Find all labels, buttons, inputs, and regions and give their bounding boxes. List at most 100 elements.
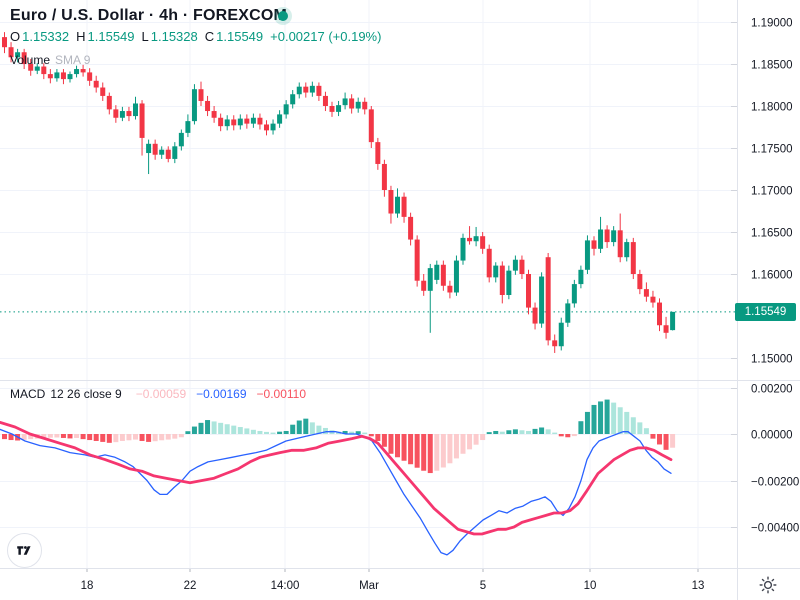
macd-histogram-bar	[119, 434, 125, 441]
macd-label: MACD	[10, 387, 46, 401]
candle-body	[388, 190, 394, 214]
macd-axis-label: 0.00000	[751, 430, 793, 442]
macd-histogram-bar	[41, 434, 47, 439]
macd-histogram-bar	[434, 434, 440, 471]
candle-body	[277, 114, 283, 124]
macd-histogram-bar	[453, 434, 459, 459]
candle-body	[362, 101, 368, 110]
macd-histogram-bar	[519, 430, 525, 434]
macd-histogram-bar	[571, 434, 577, 437]
candle-body	[617, 230, 623, 258]
candle-body	[578, 269, 584, 285]
candle-body	[139, 103, 145, 138]
macd-line	[0, 428, 672, 556]
macd-histogram-bar	[93, 434, 99, 441]
candle-body	[486, 248, 492, 278]
macd-histogram-bar	[198, 422, 204, 434]
macd-histogram-bar	[87, 434, 93, 441]
candle-body	[375, 142, 381, 164]
candle-body	[624, 242, 630, 258]
macd-histogram-bar	[539, 427, 545, 434]
macd-histogram-bar	[237, 427, 243, 434]
candle-body	[526, 274, 531, 308]
price-axis-label: 1.19000	[751, 18, 793, 30]
candle-body	[630, 242, 636, 274]
low-label: L	[141, 29, 149, 44]
macd-histogram-bar	[231, 425, 237, 434]
macd-histogram-bar	[290, 424, 296, 434]
macd-histogram-bar	[303, 418, 309, 434]
macd-histogram-bar	[54, 434, 60, 438]
candle-body	[106, 95, 112, 110]
macd-histogram-bar	[643, 428, 649, 434]
macd-histogram-bar	[558, 434, 564, 437]
candle-body	[408, 216, 414, 240]
macd-histogram-bar	[447, 434, 453, 464]
candle-body	[74, 69, 80, 75]
high-value: 1.15549	[87, 29, 135, 44]
candle-body	[60, 72, 66, 80]
candle-body	[565, 303, 571, 323]
price-axis-label: 1.17000	[751, 186, 793, 198]
candle-body	[309, 85, 315, 93]
candlestick-pane[interactable]	[0, 32, 737, 353]
macd-histogram-bar	[598, 401, 604, 434]
price-axis-label: 1.16000	[751, 270, 793, 282]
time-axis-label: 13	[692, 580, 705, 592]
macd-histogram-bar	[309, 422, 315, 434]
candle-body	[47, 74, 53, 79]
candle-body	[185, 121, 191, 133]
macd-histogram-bar	[205, 420, 211, 434]
theme-sun-icon[interactable]	[759, 576, 777, 594]
macd-histogram-bar	[2, 434, 7, 440]
macd-histogram-bar	[578, 421, 584, 434]
candle-body	[296, 86, 302, 95]
candle-body	[493, 265, 499, 278]
symbol-title[interactable]: Euro / U.S. Dollar · 4h · FOREXCOM	[10, 7, 288, 24]
candle-body	[480, 236, 486, 249]
macd-pane[interactable]	[0, 399, 676, 556]
candle-body	[211, 111, 217, 118]
time-axis-label: 18	[81, 580, 94, 592]
candle-body	[381, 163, 387, 190]
macd-histogram-bar	[191, 426, 197, 434]
macd-histogram-bar	[460, 434, 466, 454]
macd-histogram-bar	[100, 434, 106, 442]
candle-body	[119, 111, 125, 118]
candle-body	[303, 86, 309, 93]
candle-body	[2, 37, 7, 48]
close-value: 1.15549	[216, 29, 264, 44]
macd-histogram-bar	[637, 422, 643, 434]
macd-histogram-bar	[165, 434, 171, 440]
candle-body	[198, 89, 204, 101]
macd-histogram-bar	[349, 431, 355, 434]
tradingview-logo[interactable]	[7, 533, 42, 568]
candle-body	[467, 237, 473, 242]
macd-histogram-bar	[506, 430, 512, 434]
close-label: C	[204, 29, 215, 44]
candle-body	[545, 257, 551, 341]
macd-histogram-bar	[362, 432, 368, 434]
candle-body	[657, 302, 662, 326]
macd-histogram-bar	[67, 434, 73, 439]
candle-body	[336, 105, 342, 112]
macd-histogram-bar	[617, 407, 623, 434]
macd-histogram-bar	[545, 429, 551, 434]
macd-histogram-bar	[408, 434, 414, 465]
open-value: 1.15332	[22, 29, 70, 44]
time-axis-label: 5	[480, 580, 486, 592]
macd-legend: MACD 12 26 close 9 −0.00059 −0.00169 −0.0011…	[10, 387, 306, 401]
candle-body	[133, 103, 138, 117]
macd-histogram-bar	[427, 434, 433, 474]
candle-body	[414, 239, 420, 281]
candle-body	[650, 296, 656, 303]
candle-body	[15, 52, 21, 58]
time-axis-label: 10	[584, 580, 597, 592]
candle-body	[434, 264, 440, 280]
candle-body	[427, 268, 433, 291]
candle-body	[401, 196, 407, 217]
candle-body	[355, 101, 361, 109]
